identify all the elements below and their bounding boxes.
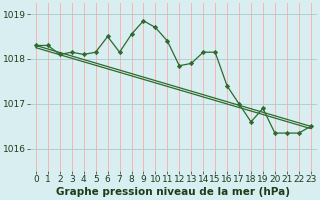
- X-axis label: Graphe pression niveau de la mer (hPa): Graphe pression niveau de la mer (hPa): [56, 187, 290, 197]
